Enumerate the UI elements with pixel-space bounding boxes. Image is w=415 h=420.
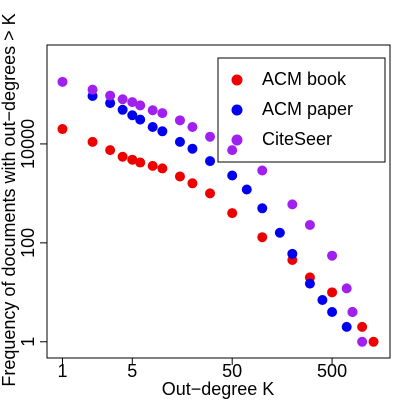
point — [147, 105, 158, 116]
point — [127, 154, 138, 165]
point — [327, 250, 338, 261]
point — [287, 199, 298, 210]
plot-frame — [46, 44, 391, 359]
legend-label: CiteSeer — [262, 129, 332, 149]
point — [157, 163, 168, 174]
legend-label: ACM paper — [262, 99, 353, 119]
point — [105, 145, 116, 156]
x-tick-label: 1 — [57, 361, 67, 381]
point — [304, 219, 315, 230]
point — [304, 278, 315, 289]
point — [205, 131, 216, 142]
point — [368, 336, 379, 347]
point — [117, 151, 128, 162]
point — [117, 94, 128, 105]
point — [57, 124, 68, 135]
point — [347, 307, 358, 318]
point — [147, 121, 158, 132]
point — [127, 110, 138, 121]
legend — [217, 57, 386, 163]
point — [87, 84, 98, 95]
point — [205, 188, 216, 199]
point — [357, 321, 368, 332]
point — [187, 178, 198, 189]
point — [257, 165, 268, 176]
point — [357, 336, 368, 347]
y-axis-label: Frequency of documents with out−degrees … — [0, 13, 19, 386]
y-tick-label: 1 — [18, 337, 38, 347]
point — [187, 143, 198, 154]
point — [241, 184, 252, 195]
point — [87, 136, 98, 147]
point — [57, 76, 68, 87]
point — [257, 203, 268, 214]
point — [135, 114, 146, 125]
point — [174, 115, 185, 126]
point — [105, 90, 116, 101]
point — [135, 157, 146, 168]
point — [187, 121, 198, 132]
point — [135, 100, 146, 111]
point — [157, 108, 168, 119]
point — [227, 208, 238, 219]
point — [274, 227, 285, 238]
point — [105, 98, 116, 109]
y-tick-label: 10000 — [18, 119, 38, 169]
point — [205, 156, 216, 167]
legend-marker — [231, 104, 243, 116]
legend-marker — [231, 134, 243, 146]
point — [287, 248, 298, 259]
point — [157, 126, 168, 137]
point — [227, 170, 238, 181]
legend-marker — [231, 74, 243, 86]
point — [327, 287, 338, 298]
point — [227, 145, 238, 156]
point — [317, 294, 328, 305]
x-tick-label: 500 — [317, 361, 347, 381]
point — [327, 307, 338, 318]
point — [117, 104, 128, 115]
x-tick-label: 5 — [127, 361, 137, 381]
x-tick-label: 50 — [222, 361, 242, 381]
x-axis-label: Out−degree K — [162, 379, 275, 399]
legend-label: ACM book — [262, 69, 347, 89]
point — [341, 283, 352, 294]
point — [147, 160, 158, 171]
point — [174, 136, 185, 147]
y-tick-label: 100 — [18, 228, 38, 258]
point — [341, 321, 352, 332]
point — [127, 97, 138, 108]
point — [257, 232, 268, 243]
point — [174, 171, 185, 182]
